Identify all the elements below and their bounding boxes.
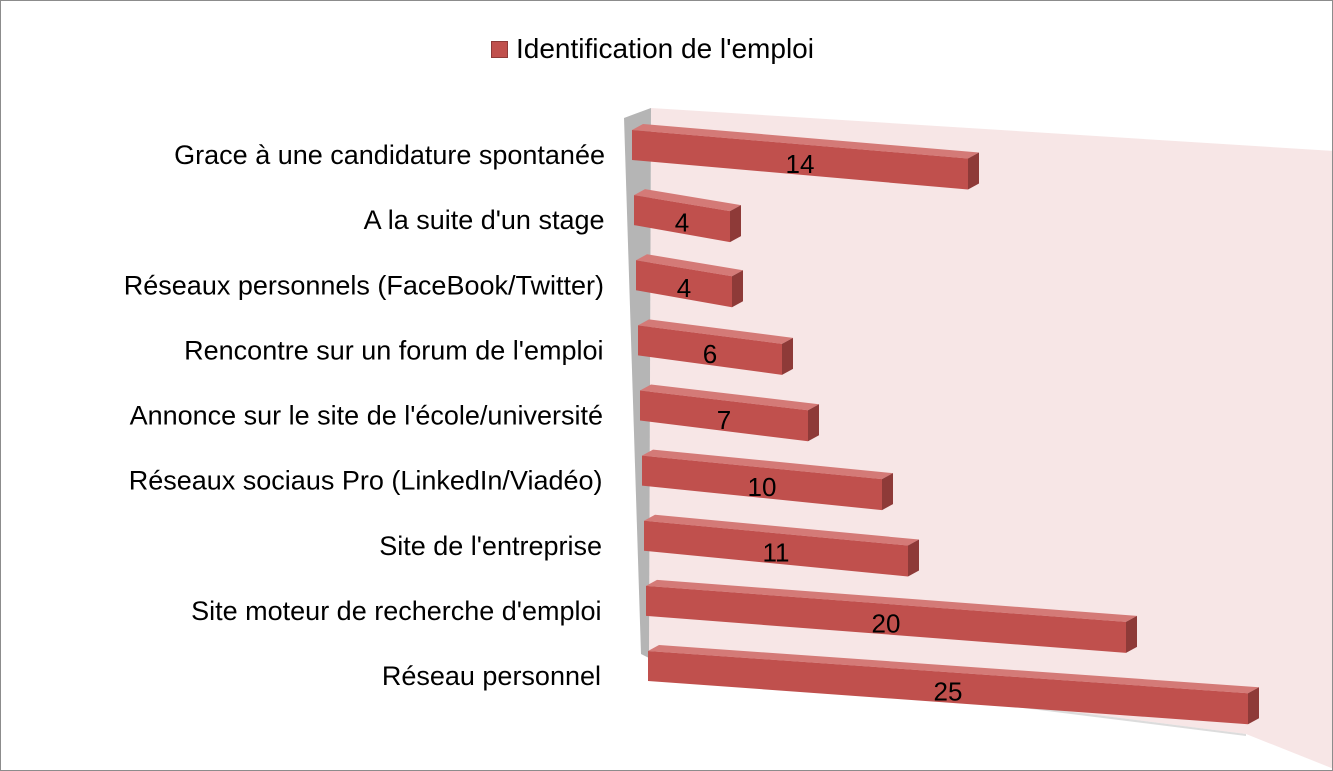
- bar-top-2: [634, 189, 741, 212]
- bar-end-3: [732, 270, 743, 308]
- value-label-7: 11: [763, 538, 790, 568]
- category-label-6: Réseaux sociaus Pro (LinkedIn/Viadéo): [129, 466, 603, 496]
- category-label-4: Rencontre sur un forum de l'emploi: [184, 335, 603, 365]
- bar-end-7: [908, 539, 919, 577]
- legend-label: Identification de l'emploi: [516, 33, 814, 64]
- category-label-5: Annonce sur le site de l'école/universit…: [130, 401, 603, 431]
- bar-end-9: [1248, 687, 1259, 725]
- bar-end-8: [1126, 615, 1137, 653]
- value-label-8: 20: [872, 608, 901, 638]
- bar-1: [632, 130, 968, 190]
- bar-top-8: [646, 579, 1137, 622]
- category-label-2: A la suite d'un stage: [364, 205, 605, 235]
- category-label-9: Réseau personnel: [382, 661, 601, 691]
- value-label-6: 10: [748, 472, 777, 502]
- bar-4: [638, 325, 782, 375]
- bar-top-4: [638, 319, 793, 344]
- bar-top-9: [648, 645, 1259, 694]
- bar-top-7: [644, 514, 919, 546]
- category-label-7: Site de l'entreprise: [379, 531, 602, 561]
- bar-2: [634, 195, 730, 243]
- bar-top-5: [640, 384, 819, 411]
- value-label-1: 14: [786, 149, 815, 179]
- legend: Identification de l'emploi: [491, 29, 814, 69]
- value-label-2: 4: [675, 208, 689, 238]
- side-wall: [624, 108, 651, 658]
- bar-end-5: [808, 404, 819, 442]
- value-label-3: 4: [677, 273, 691, 303]
- bar-9: [648, 651, 1248, 725]
- bar-5: [640, 390, 808, 442]
- category-label-1: Grace à une candidature spontanée: [174, 140, 605, 170]
- bar-end-4: [782, 337, 793, 375]
- bar-end-6: [882, 473, 893, 511]
- bar-top-1: [632, 124, 979, 159]
- category-label-3: Réseaux personnels (FaceBook/Twitter): [124, 270, 604, 300]
- bar-8: [646, 585, 1126, 653]
- bar-3: [636, 260, 732, 308]
- value-label-5: 7: [717, 405, 731, 435]
- bar-7: [644, 520, 908, 577]
- bar-top-3: [636, 254, 743, 277]
- bar-end-1: [968, 152, 979, 190]
- legend-swatch: [491, 40, 508, 58]
- bar-end-2: [730, 205, 741, 243]
- category-label-8: Site moteur de recherche d'emploi: [191, 596, 601, 626]
- bar-6: [642, 455, 882, 511]
- value-label-4: 6: [703, 339, 717, 369]
- bar-top-6: [642, 449, 893, 480]
- value-label-9: 25: [934, 677, 963, 707]
